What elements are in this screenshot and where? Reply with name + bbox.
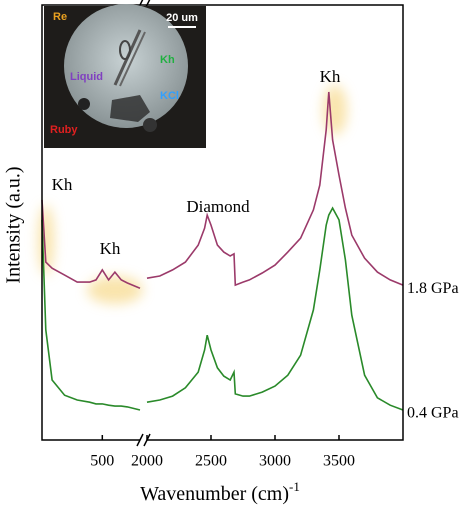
x-tick-label: 2000 xyxy=(131,453,163,470)
annotation: Kh xyxy=(100,239,121,258)
inset-label: Kh xyxy=(160,54,175,66)
inset-label: Ruby xyxy=(50,124,78,136)
spectrum-line xyxy=(41,91,404,289)
inset xyxy=(44,4,206,148)
y-axis-label: Intensity (a.u.) xyxy=(3,166,25,283)
inset-label: KCl xyxy=(160,90,179,102)
spectrum-line xyxy=(41,206,404,411)
x-tick-label: 3500 xyxy=(323,453,355,470)
inset-label: Liquid xyxy=(70,71,103,83)
x-axis-label-sup: -1 xyxy=(289,479,300,494)
annotation: Diamond xyxy=(186,197,250,216)
inset-label: 20 um xyxy=(166,12,198,24)
plot-area xyxy=(41,91,404,411)
series-label: 0.4 GPa xyxy=(407,405,459,422)
inset-label: Re xyxy=(53,11,67,23)
x-tick-label: 500 xyxy=(90,453,114,470)
frame xyxy=(41,0,404,447)
annotation: Kh xyxy=(52,175,73,194)
x-tick-label: 3000 xyxy=(259,453,291,470)
x-axis-label: Wavenumber (cm)-1 xyxy=(140,479,300,505)
x-tick-label: 2500 xyxy=(195,453,227,470)
x-axis-label-main: Wavenumber (cm) xyxy=(140,483,289,505)
annotation: Kh xyxy=(320,67,341,86)
series-label: 1.8 GPa xyxy=(407,280,459,297)
